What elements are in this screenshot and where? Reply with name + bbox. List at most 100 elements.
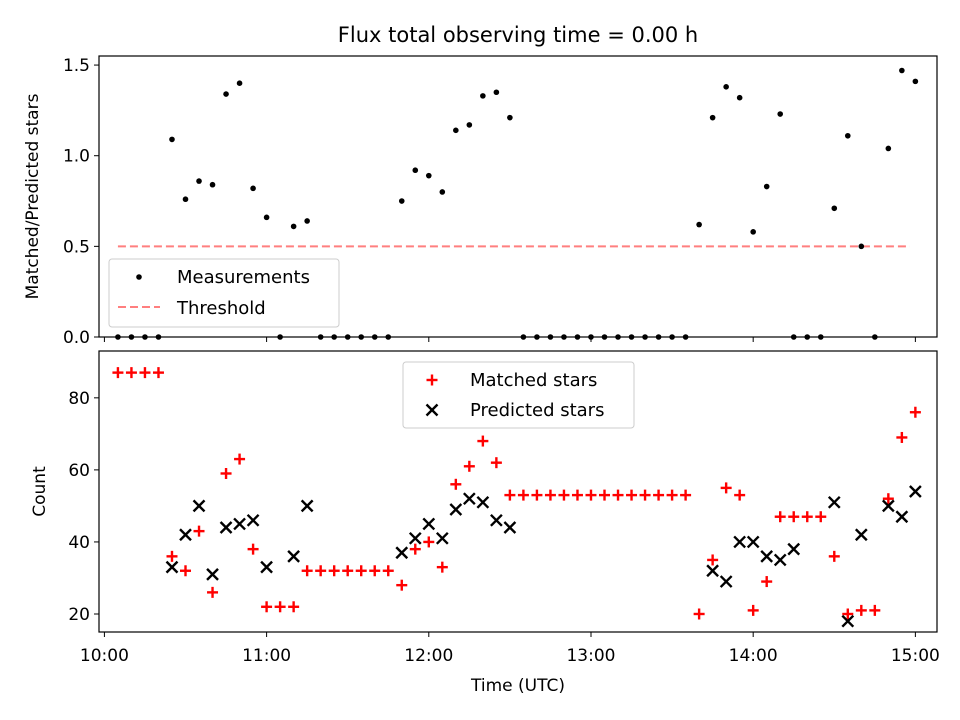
matched-star-point [626,489,638,501]
matched-star-point [139,367,151,379]
bottom-x-tick-label: 15:00 [891,646,940,666]
top-y-ticks: 0.0 0.5 1.0 1.5 [63,56,99,348]
bottom-axes-frame [98,350,938,633]
cross-stroke [179,528,192,542]
legend-measurements-marker [136,274,142,280]
matched-star-point [369,565,381,577]
matched-star-point [653,489,665,501]
predicted-star-point [449,503,463,516]
predicted-star-point [881,499,895,513]
measurement-point [290,223,297,230]
matched-star-point [707,554,719,566]
matched-star-point [450,478,462,490]
matched-star-point [517,489,529,501]
matched-star-point [125,367,137,379]
matched-star-point [274,601,286,613]
cross-stroke [490,513,503,527]
matched-star-point [152,367,164,379]
matched-star-point [558,489,570,501]
cross-stroke [287,549,300,563]
cross-stroke [733,535,747,549]
matched-star-point [490,457,502,469]
cross-stroke [854,528,868,542]
matched-star-point [693,608,705,620]
matched-star-point [734,489,746,501]
matched-star-point [761,576,773,588]
measurement-point [763,183,770,190]
matched-star-point [166,550,178,562]
predicted-star-point [462,492,476,506]
measurement-point [750,229,756,235]
cross-stroke [425,403,439,417]
matched-star-point [585,489,597,501]
legend-measurements-label: Measurements [177,267,310,288]
cross-stroke [219,521,233,534]
measurement-point [696,221,702,228]
predicted-star-point [219,521,233,534]
matched-star-point [639,489,651,501]
matched-star-point [396,579,408,591]
cross-stroke [233,517,246,531]
matched-star-point [801,511,813,523]
top-y-tick-label: 1.0 [63,147,90,167]
predicted-star-point [503,521,517,534]
predicted-star-point [233,517,246,531]
matched-star-point [382,565,394,577]
measurement-point [777,111,784,117]
measurement-point [250,185,256,192]
matched-star-point [288,601,300,613]
matched-star-point [869,604,881,616]
matched-stars-series [112,367,921,620]
matched-star-point [301,565,313,577]
matched-star-point [747,604,759,616]
measurement-point [466,122,473,128]
cross-stroke [408,531,422,545]
matched-star-point [328,565,340,577]
predicted-star-point [179,528,192,542]
x-axis-label: Time (UTC) [470,676,565,696]
cross-stroke [719,575,733,588]
matched-star-point [261,601,273,613]
bottom-x-ticks: 10:00 11:00 12:00 13:00 14:00 15:00 [80,632,940,666]
measurement-point [263,214,270,221]
bottom-x-tick-label: 10:00 [80,646,129,666]
matched-star-point [207,586,219,598]
bottom-legend: Matched stars Predicted stars [402,361,635,429]
legend-predicted-marker [425,403,439,417]
predicted-star-point [192,499,206,513]
matched-star-point [504,489,516,501]
predicted-star-point [246,513,260,527]
chart-title: Flux total observing time = 0.00 h [338,23,698,47]
cross-stroke [895,510,909,524]
cross-stroke [449,503,463,516]
measurement-point [899,67,905,74]
measurement-point [507,114,513,121]
matched-star-point [477,435,489,447]
matched-star-point [544,489,556,501]
cross-stroke [881,499,895,513]
matched-star-point [409,543,421,555]
bottom-y-tick-label: 40 [68,533,90,553]
matched-star-point [436,561,448,573]
predicted-star-point [395,546,409,560]
matched-star-point [666,489,678,501]
predicted-star-point [287,549,300,563]
matched-star-point [842,608,854,620]
bottom-y-tick-label: 80 [68,389,90,409]
predicted-star-point [733,535,747,549]
matched-star-point [112,367,124,379]
measurement-point [844,132,851,139]
measurement-point [223,91,229,97]
cross-stroke [246,513,260,527]
measurement-point [236,80,243,86]
cross-stroke [300,499,314,513]
predicted-star-point [476,495,490,509]
matched-star-point [774,511,786,523]
matched-star-point [355,565,367,577]
matched-star-point [788,511,800,523]
top-legend: Measurements Threshold [108,258,340,328]
bottom-legend-box [402,361,635,429]
